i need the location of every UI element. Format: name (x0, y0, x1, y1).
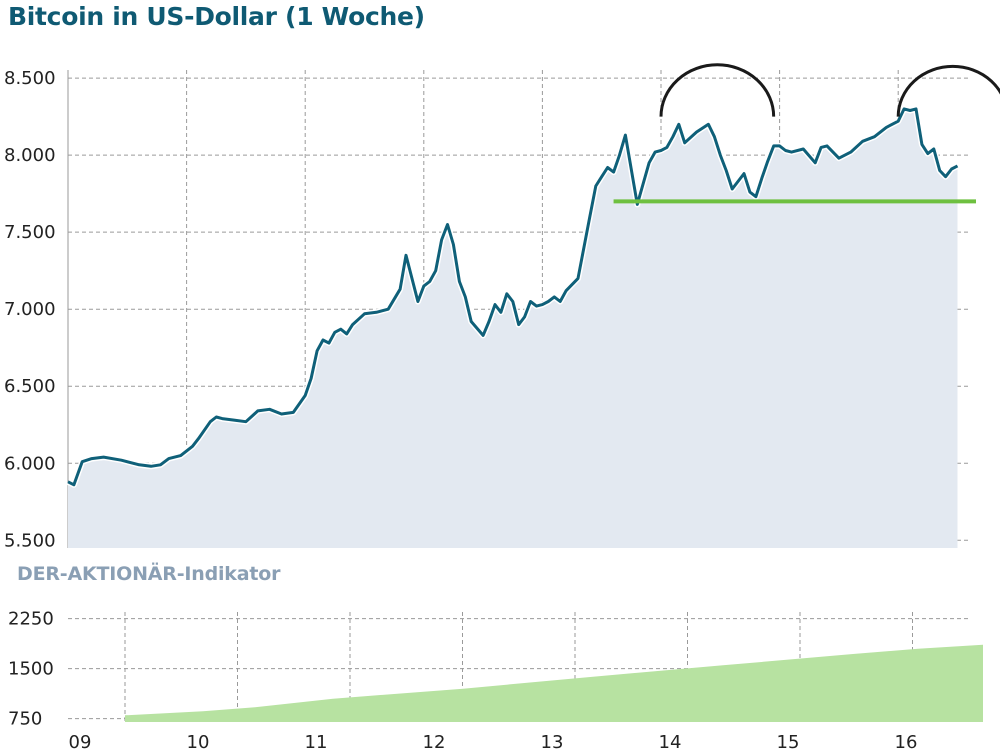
price-y-tick-label: 7.500 (4, 222, 56, 243)
price-area (68, 108, 958, 549)
x-axis-ticks: 09 10 11 12 13 14 15 16 (69, 732, 918, 752)
price-y-tick-label: 7.000 (4, 299, 56, 320)
indicator-marks (125, 644, 983, 722)
indicator-title: DER-AKTIONÄR-Indikator (17, 563, 281, 585)
indicator-y-tick-label: 1500 (8, 659, 54, 680)
indicator-area-fill (125, 644, 983, 722)
double-top-arc (659, 63, 776, 117)
chart-title: Bitcoin in US-Dollar (1 Woche) (8, 2, 425, 31)
x-tick-label: 12 (423, 732, 446, 752)
price-y-tick-label: 6.000 (4, 453, 56, 474)
price-y-tick-label: 6.500 (4, 376, 56, 397)
x-tick-label: 15 (777, 732, 800, 752)
indicator-y-ticks: 750 1500 2250 (8, 609, 54, 730)
x-tick-label: 10 (187, 732, 210, 752)
double-top-arc (896, 65, 1000, 117)
x-tick-label: 11 (305, 732, 328, 752)
indicator-y-tick-label: 2250 (8, 609, 54, 630)
price-area-fill (68, 108, 958, 549)
indicator-y-tick-label: 750 (8, 709, 42, 730)
x-tick-label: 13 (541, 732, 564, 752)
price-y-tick-label: 8.000 (4, 145, 56, 166)
price-y-tick-label: 8.500 (4, 68, 56, 89)
x-tick-label: 16 (895, 732, 918, 752)
price-y-tick-label: 5.500 (4, 530, 56, 551)
x-tick-label: 14 (659, 732, 682, 752)
price-marks (66, 63, 1000, 488)
x-tick-label: 09 (69, 732, 92, 752)
price-y-ticks: 5.500 6.000 6.500 7.000 7.500 8.000 8.500 (4, 68, 56, 551)
price-line (67, 107, 959, 487)
